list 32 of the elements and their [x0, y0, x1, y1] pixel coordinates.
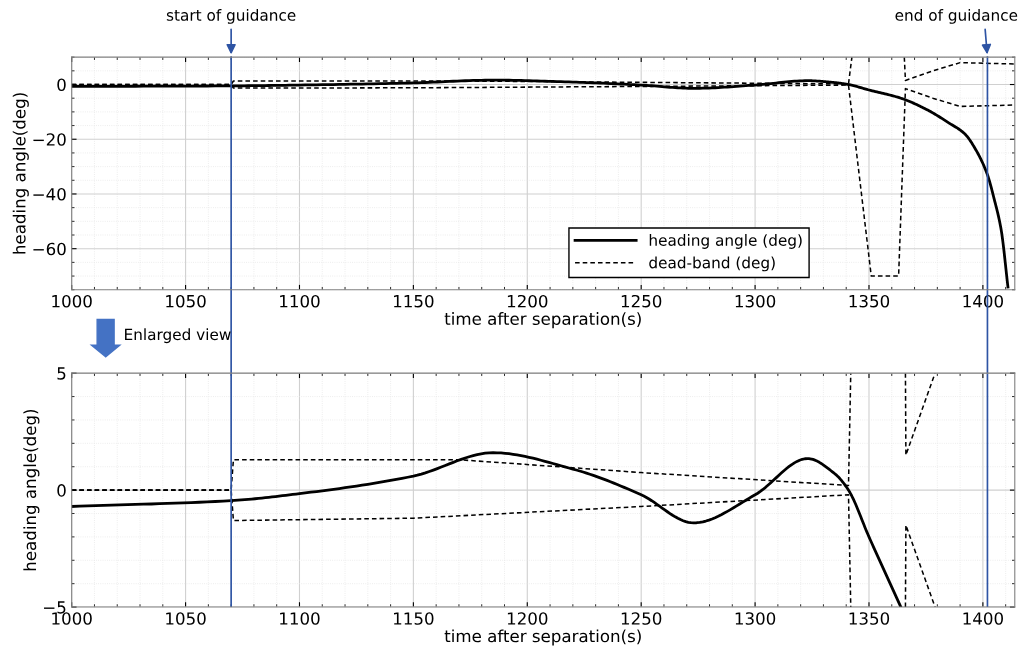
legend-label: dead-band (deg) — [649, 256, 775, 272]
x-tick-label: 1100 — [280, 612, 320, 625]
x-tick-label: 1300 — [735, 612, 776, 625]
x-axis-title: time after separation(s) — [444, 629, 641, 646]
y-tick-label: 0 — [57, 484, 66, 497]
x-tick-label: 1200 — [507, 612, 548, 625]
x-tick-label: 1400 — [963, 612, 1003, 625]
x-tick-label: 1200 — [507, 294, 548, 308]
y-tick-label: −5 — [44, 601, 66, 614]
x-tick-label: 1250 — [621, 294, 662, 308]
ref-line-label: end of guidance — [895, 9, 1018, 24]
y-axis-title: heading angle(deg) — [12, 93, 29, 254]
y-tick-label: 5 — [57, 367, 66, 380]
x-tick-label: 1050 — [166, 612, 206, 625]
x-tick-label: 1000 — [52, 294, 92, 308]
y-tick-label: −40 — [33, 187, 66, 201]
y-tick-label: −20 — [33, 133, 66, 146]
ref-line-label: start of guidance — [166, 9, 296, 24]
y-tick-label: −60 — [33, 242, 66, 256]
x-tick-label: 1350 — [849, 612, 890, 625]
x-tick-label: 1350 — [849, 294, 890, 308]
x-tick-label: 1050 — [166, 294, 206, 308]
x-tick-label: 1150 — [394, 612, 434, 625]
x-tick-label: 1150 — [394, 294, 434, 308]
y-tick-label: 0 — [57, 78, 66, 92]
legend-label: heading angle (deg) — [649, 234, 802, 249]
x-tick-label: 1000 — [52, 612, 92, 625]
x-tick-label: 1300 — [735, 294, 776, 308]
x-axis-title: time after separation(s) — [444, 312, 641, 329]
x-tick-label: 1250 — [621, 612, 662, 625]
y-axis-title: heading angle(deg) — [23, 409, 40, 571]
x-tick-label: 1100 — [280, 294, 320, 308]
